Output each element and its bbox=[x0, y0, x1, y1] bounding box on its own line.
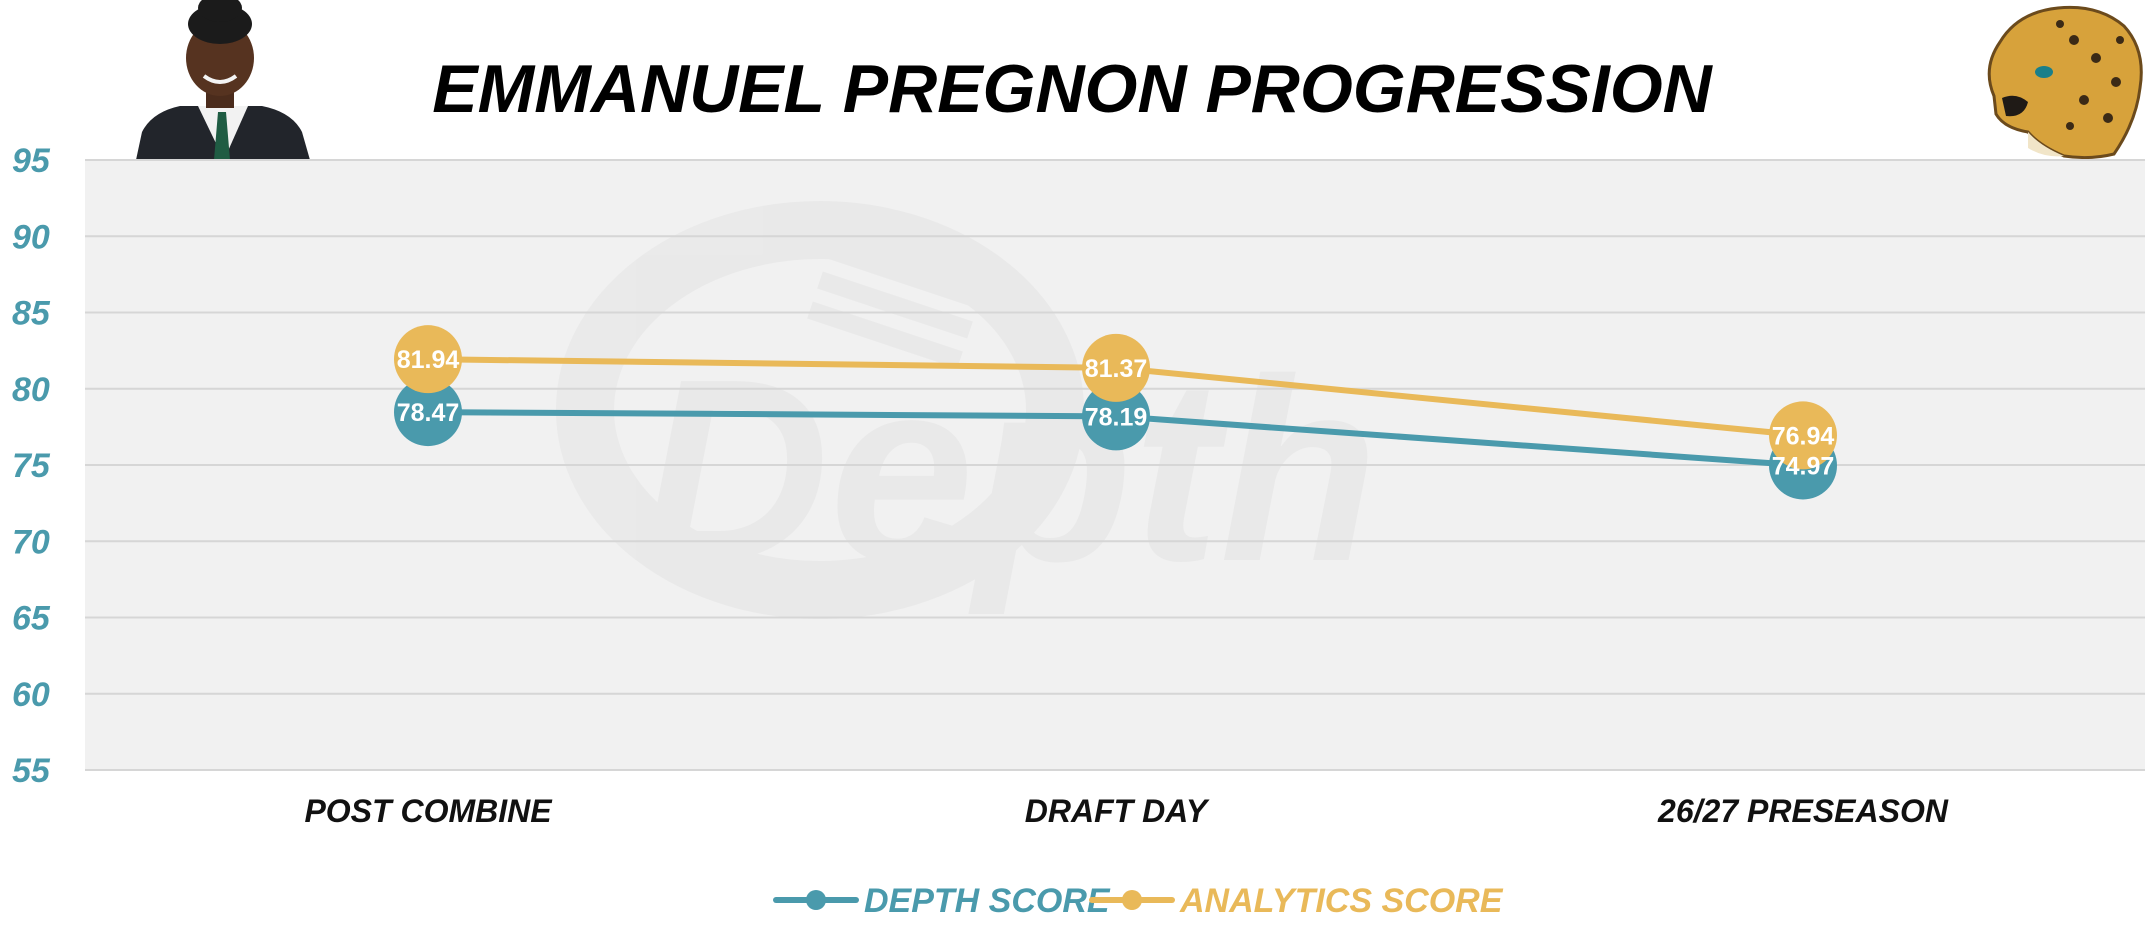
y-tick-label: 75 bbox=[12, 447, 51, 485]
y-tick-label: 80 bbox=[12, 371, 50, 409]
data-label: 76.94 bbox=[1772, 422, 1835, 450]
data-label: 81.37 bbox=[1085, 355, 1148, 383]
x-tick-label: 26/27 PRESEASON bbox=[1657, 793, 1949, 829]
data-point bbox=[1769, 401, 1837, 470]
watermark-text: Depth bbox=[642, 326, 1379, 617]
x-tick-label: POST COMBINE bbox=[304, 793, 553, 829]
data-point bbox=[1082, 333, 1150, 402]
legend: DEPTH SCORE ANALYTICS SCORE bbox=[773, 882, 1504, 920]
legend-label: ANALYTICS SCORE bbox=[1179, 882, 1504, 920]
jaguar-logo bbox=[1987, 5, 2143, 160]
data-point bbox=[394, 325, 462, 394]
depth-watermark: Depth bbox=[556, 201, 1379, 619]
y-tick-label: 90 bbox=[12, 218, 50, 256]
series-layer: 78.47 78.19 74.97 81.94 81.37 76.94 bbox=[394, 325, 1837, 500]
y-axis: 95 90 85 80 75 70 65 60 55 bbox=[12, 142, 51, 790]
player-photo bbox=[136, 0, 310, 160]
y-tick-label: 95 bbox=[12, 142, 51, 180]
y-tick-label: 70 bbox=[12, 523, 50, 561]
data-label: 81.94 bbox=[397, 346, 460, 374]
legend-marker bbox=[1122, 890, 1142, 910]
x-tick-label: DRAFT DAY bbox=[1025, 793, 1210, 829]
data-label: 78.19 bbox=[1085, 403, 1148, 431]
y-tick-label: 85 bbox=[12, 295, 51, 333]
legend-marker bbox=[806, 890, 826, 910]
data-point bbox=[1082, 382, 1150, 451]
y-tick-label: 60 bbox=[12, 676, 50, 714]
data-label: 74.97 bbox=[1772, 452, 1835, 480]
legend-label: DEPTH SCORE bbox=[864, 882, 1111, 920]
y-tick-label: 65 bbox=[12, 600, 51, 638]
data-label: 78.47 bbox=[397, 399, 460, 427]
x-axis: POST COMBINE DRAFT DAY 26/27 PRESEASON bbox=[304, 793, 1948, 829]
chart-title: EMMANUEL PREGNON PROGRESSION bbox=[432, 51, 1713, 127]
data-point bbox=[394, 378, 462, 447]
y-tick-label: 55 bbox=[12, 752, 51, 790]
